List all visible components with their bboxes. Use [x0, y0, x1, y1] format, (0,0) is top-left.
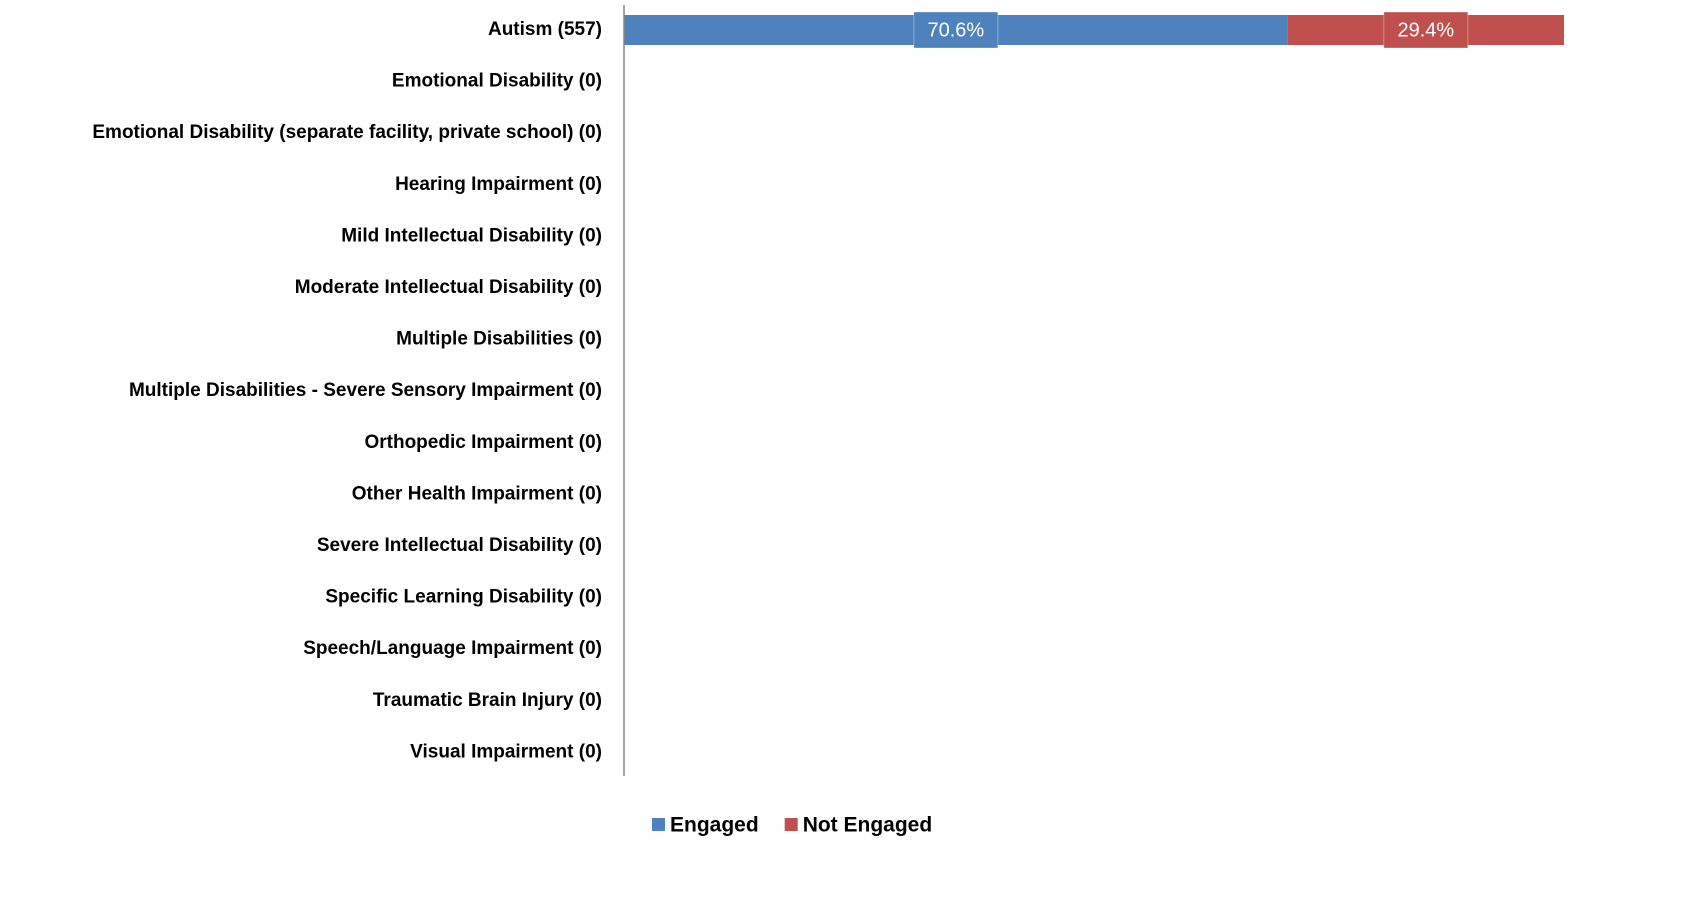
- category-label: Traumatic Brain Injury (0): [373, 690, 602, 711]
- category-label: Severe Intellectual Disability (0): [317, 535, 602, 556]
- category-label: Specific Learning Disability (0): [325, 587, 602, 608]
- category-label: Multiple Disabilities (0): [396, 329, 602, 350]
- data-label-box: [1383, 11, 1469, 49]
- category-label: Visual Impairment (0): [410, 741, 602, 762]
- legend-label: Engaged: [670, 814, 759, 837]
- data-label: 29.4%: [1397, 19, 1454, 41]
- category-label: Autism (557): [488, 19, 602, 40]
- category-label: Emotional Disability (0): [392, 71, 602, 92]
- category-label: Other Health Impairment (0): [352, 483, 602, 504]
- category-label: Mild Intellectual Disability (0): [341, 225, 602, 246]
- legend-swatch: [652, 818, 665, 831]
- category-label: Multiple Disabilities - Severe Sensory I…: [129, 380, 602, 401]
- category-label: Orthopedic Impairment (0): [364, 432, 602, 453]
- category-label: Speech/Language Impairment (0): [303, 638, 602, 659]
- legend-label: Not Engaged: [803, 814, 933, 837]
- category-label: Emotional Disability (separate facility,…: [92, 122, 602, 143]
- category-label: Moderate Intellectual Disability (0): [295, 277, 602, 298]
- data-label: 70.6%: [927, 19, 984, 41]
- category-label: Hearing Impairment (0): [395, 174, 602, 195]
- legend-swatch: [784, 818, 798, 831]
- data-label-box: [913, 11, 999, 49]
